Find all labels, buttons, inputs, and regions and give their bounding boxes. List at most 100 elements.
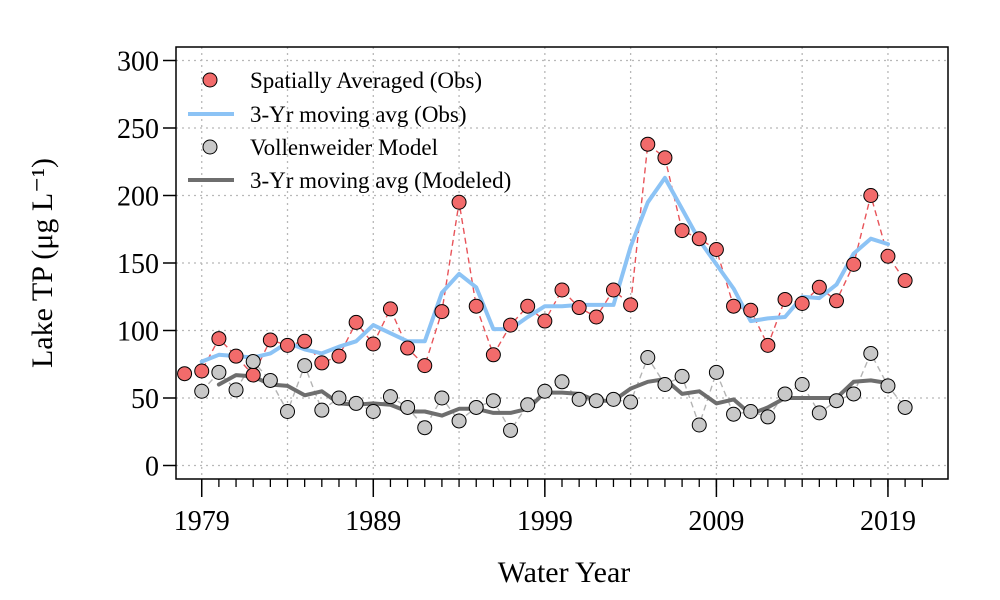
series-0-point xyxy=(451,194,467,210)
series-0-point xyxy=(520,298,536,314)
series-2-point xyxy=(314,402,330,418)
y-tick-label: 200 xyxy=(117,182,159,213)
series-2-point xyxy=(743,404,759,419)
series-2-point xyxy=(262,372,278,388)
series-0-point xyxy=(365,336,381,352)
series-2-point xyxy=(726,406,742,422)
series-2-point xyxy=(468,399,484,415)
legend-label: 3-Yr moving avg (Obs) xyxy=(250,102,467,127)
series-2-point xyxy=(708,364,724,380)
series-0-point xyxy=(503,317,519,333)
series-2-point xyxy=(811,405,827,421)
series-0-point xyxy=(434,304,450,320)
series-0-point xyxy=(674,223,690,239)
series-2-point xyxy=(657,377,673,392)
series-0-point xyxy=(897,273,913,289)
series-0-point xyxy=(691,231,707,247)
series-0-point xyxy=(400,340,416,356)
series-0-point xyxy=(640,136,656,152)
y-tick-label: 300 xyxy=(117,47,159,78)
series-2-point xyxy=(640,350,656,365)
series-2-point xyxy=(588,393,604,409)
y-tick-label: 50 xyxy=(131,384,159,415)
series-2-point xyxy=(485,393,501,409)
x-tick-label: 1979 xyxy=(174,506,230,537)
series-0-point xyxy=(331,348,347,364)
legend-label: Vollenweider Model xyxy=(250,135,438,160)
series-0-point xyxy=(743,302,759,318)
series-1-line xyxy=(199,175,890,364)
legend-marker xyxy=(202,72,218,88)
series-2-point xyxy=(828,393,844,409)
series-2-point xyxy=(897,399,913,415)
y-tick-label: 0 xyxy=(145,452,159,483)
y-axis-title: Lake TP (μg L⁻¹) xyxy=(26,158,59,368)
series-2-point xyxy=(520,397,536,413)
legend-label: Spatially Averaged (Obs) xyxy=(250,68,482,93)
series-2-point xyxy=(434,390,450,406)
series-0-point xyxy=(760,337,776,353)
series-2-point xyxy=(537,383,553,399)
series-2-point xyxy=(245,354,261,370)
series-0-point xyxy=(417,358,433,374)
series-2-point xyxy=(451,413,467,429)
x-tick-label: 2009 xyxy=(688,506,744,537)
y-tick-label: 250 xyxy=(117,114,159,145)
series-0-point xyxy=(846,256,862,272)
series-2-point xyxy=(365,404,381,419)
series-2-point xyxy=(571,391,587,407)
series-2-point xyxy=(880,378,896,394)
series-2-point xyxy=(417,420,433,436)
series-2-point xyxy=(794,377,810,392)
series-2-point xyxy=(211,364,227,380)
legend-marker xyxy=(202,139,218,155)
series-2-point xyxy=(280,404,296,419)
series-2-point xyxy=(503,422,519,438)
series-0-point xyxy=(657,150,673,166)
series-0-point xyxy=(262,332,278,348)
x-axis: 1979 1989 1999 2009 2019 xyxy=(174,479,923,537)
series-0-point xyxy=(177,366,193,382)
series-0-point xyxy=(880,248,896,264)
series-2-point xyxy=(691,417,707,433)
series-0-point xyxy=(794,296,810,311)
series-2-point xyxy=(777,386,793,402)
legend-label: 3-Yr moving avg (Modeled) xyxy=(250,168,511,193)
series-0-point xyxy=(828,293,844,309)
x-tick-label: 2019 xyxy=(860,506,916,537)
series-2-point xyxy=(348,395,364,411)
series-2-point xyxy=(228,382,244,398)
x-tick-label: 1989 xyxy=(345,506,401,537)
series-0-point xyxy=(468,298,484,314)
series-2-point xyxy=(846,386,862,402)
series-0-point xyxy=(297,333,313,349)
series-0-point xyxy=(811,279,827,295)
plot-frame xyxy=(175,46,949,480)
x-tick-label: 1999 xyxy=(517,506,573,537)
series-2-point xyxy=(194,383,210,399)
legend: Spatially Averaged (Obs) 3-Yr moving avg … xyxy=(188,68,511,193)
series-0-point xyxy=(245,367,261,383)
y-axis: 0 50 100 150 200 250 300 xyxy=(117,47,176,483)
series-0-point xyxy=(537,313,553,329)
series-0-point xyxy=(708,242,724,257)
series-2-point xyxy=(863,345,879,361)
series-0-point xyxy=(280,337,296,353)
series-0-point xyxy=(863,188,879,203)
y-tick-label: 150 xyxy=(117,249,159,280)
series-0-point xyxy=(554,282,570,298)
series-0-point xyxy=(485,347,501,363)
series-0-point xyxy=(228,348,244,364)
series-0-point xyxy=(605,282,621,298)
series-0-point xyxy=(382,301,398,317)
series-0-point xyxy=(194,363,210,379)
series-0-point xyxy=(777,291,793,307)
series-2-point xyxy=(623,394,639,410)
series-0-point xyxy=(314,355,330,371)
series-points xyxy=(177,136,913,438)
series-3-line xyxy=(216,373,890,418)
series-0-point xyxy=(211,331,227,347)
series-0-point xyxy=(588,309,604,325)
series-2-point xyxy=(297,358,313,374)
